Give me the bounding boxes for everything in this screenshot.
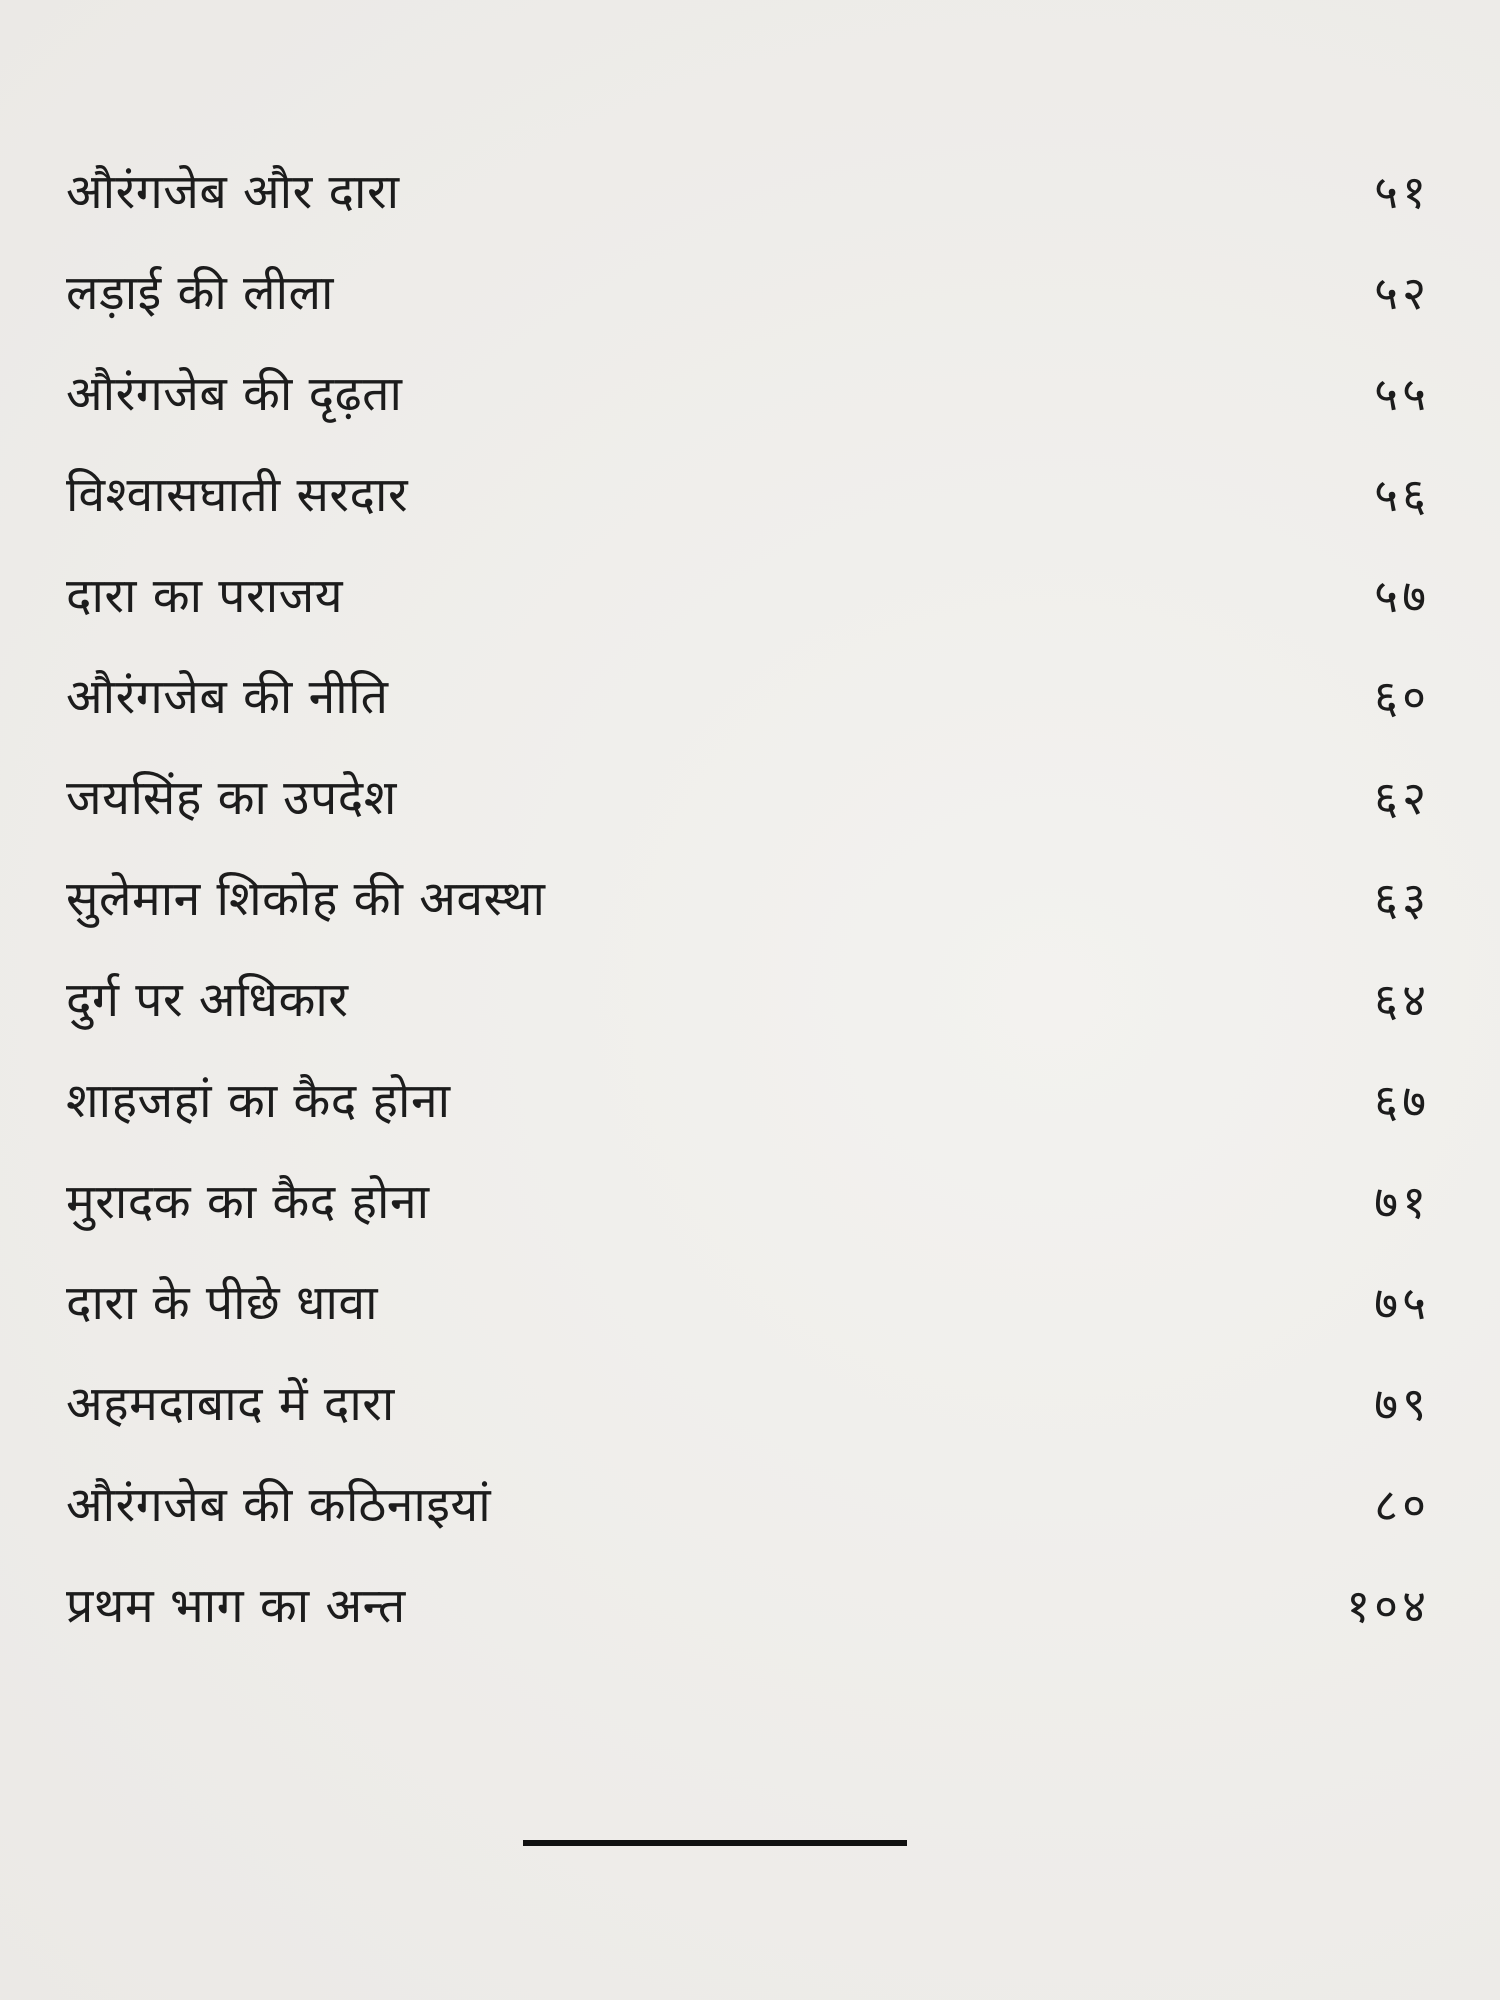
- toc-entry: जयसिंह का उपदेश ६२: [66, 746, 1430, 847]
- toc-entry: विश्वासघाती सरदार ५६: [66, 443, 1430, 544]
- toc-entry-page-number: ५७: [1374, 568, 1430, 623]
- toc-entry-title: दुर्ग पर अधिकार: [66, 972, 349, 1028]
- toc-entry-title: औरंगजेब और दारा: [66, 164, 400, 220]
- toc-entry-page-number: ५१: [1374, 164, 1430, 219]
- toc-entry: औरंगजेब की नीति ६०: [66, 645, 1430, 746]
- toc-entry-page-number: ५२: [1374, 265, 1430, 320]
- toc-entry: दारा का पराजय ५७: [66, 544, 1430, 645]
- toc-entry-page-number: ७५: [1374, 1275, 1430, 1330]
- table-of-contents: औरंगजेब और दारा ५१ लड़ाई की लीला ५२ औरंगजेब …: [66, 140, 1430, 1655]
- toc-entry-title: लड़ाई की लीला: [66, 265, 334, 321]
- toc-entry: शाहजहां का कैद होना ६७: [66, 1049, 1430, 1150]
- toc-entry-title: मुरादक का कैद होना: [66, 1174, 430, 1230]
- toc-entry-title: शाहजहां का कैद होना: [66, 1073, 451, 1129]
- toc-entry: लड़ाई की लीला ५२: [66, 241, 1430, 342]
- toc-entry: प्रथम भाग का अन्त १०४: [66, 1554, 1430, 1655]
- toc-entry-page-number: ७१: [1374, 1174, 1430, 1229]
- toc-entry: औरंगजेब की कठिनाइयां ८०: [66, 1453, 1430, 1554]
- toc-entry-title: अहमदाबाद में दारा: [66, 1376, 395, 1432]
- toc-entry: अहमदाबाद में दारा ७९: [66, 1352, 1430, 1453]
- toc-entry-title: जयसिंह का उपदेश: [66, 770, 397, 826]
- toc-entry-title: प्रथम भाग का अन्त: [66, 1578, 406, 1634]
- toc-entry-page-number: ६३: [1374, 871, 1430, 926]
- toc-entry-page-number: ६२: [1374, 770, 1430, 825]
- toc-entry: मुरादक का कैद होना ७१: [66, 1150, 1430, 1251]
- toc-entry-title: दारा का पराजय: [66, 568, 344, 624]
- toc-entry-page-number: ७९: [1374, 1376, 1430, 1431]
- horizontal-rule: [523, 1840, 907, 1846]
- toc-entry-page-number: ८०: [1374, 1477, 1430, 1532]
- toc-entry-page-number: ६४: [1374, 972, 1430, 1027]
- toc-entry: दारा के पीछे धावा ७५: [66, 1251, 1430, 1352]
- toc-entry-title: औरंगजेब की नीति: [66, 669, 389, 725]
- toc-entry-title: विश्वासघाती सरदार: [66, 467, 409, 523]
- toc-entry: दुर्ग पर अधिकार ६४: [66, 948, 1430, 1049]
- toc-entry-title: दारा के पीछे धावा: [66, 1275, 379, 1331]
- toc-entry-page-number: ५५: [1374, 366, 1430, 421]
- toc-entry: औरंगजेब और दारा ५१: [66, 140, 1430, 241]
- toc-entry-page-number: ६०: [1374, 669, 1430, 724]
- toc-entry: औरंगजेब की दृढ़ता ५५: [66, 342, 1430, 443]
- toc-entry-page-number: ६७: [1374, 1073, 1430, 1128]
- toc-entry-title: औरंगजेब की दृढ़ता: [66, 366, 403, 422]
- toc-entry-page-number: ५६: [1374, 467, 1430, 522]
- toc-entry-title: औरंगजेब की कठिनाइयां: [66, 1477, 492, 1533]
- toc-entry-page-number: १०४: [1346, 1578, 1430, 1633]
- toc-entry-title: सुलेमान शिकोह की अवस्था: [66, 871, 546, 927]
- toc-entry: सुलेमान शिकोह की अवस्था ६३: [66, 847, 1430, 948]
